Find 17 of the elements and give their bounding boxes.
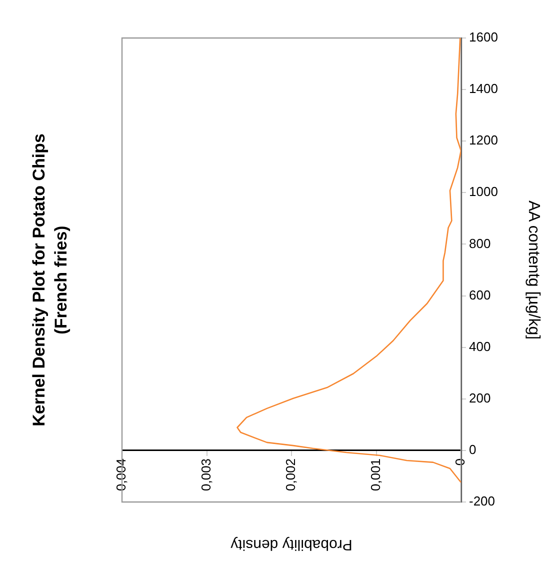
y-tick-label: 0	[469, 442, 476, 458]
text: Kernel Density Plot for Potato Chips	[30, 134, 49, 426]
y-tick-label: 1600	[469, 30, 498, 45]
y-tick-label: 400	[469, 338, 491, 354]
y-tick-label: 1200	[469, 132, 498, 148]
text: (French fries)	[52, 226, 71, 334]
y-tick-label: -200	[469, 494, 496, 509]
y-tick-label: 1400	[469, 81, 498, 96]
y-tick-label: 1000	[469, 184, 498, 200]
y-tick-label: 200	[469, 390, 491, 406]
x-axis-title: Probability density	[230, 536, 352, 553]
x-tick-label: 0,001	[368, 458, 383, 491]
x-tick-label: 0,003	[198, 458, 214, 491]
x-tick-label: 0,002	[283, 458, 298, 491]
y-tick-label: 800	[469, 236, 491, 251]
y-tick-label: 600	[469, 287, 491, 302]
y-axis-title: AA contentg [µg/kg]	[524, 200, 542, 340]
